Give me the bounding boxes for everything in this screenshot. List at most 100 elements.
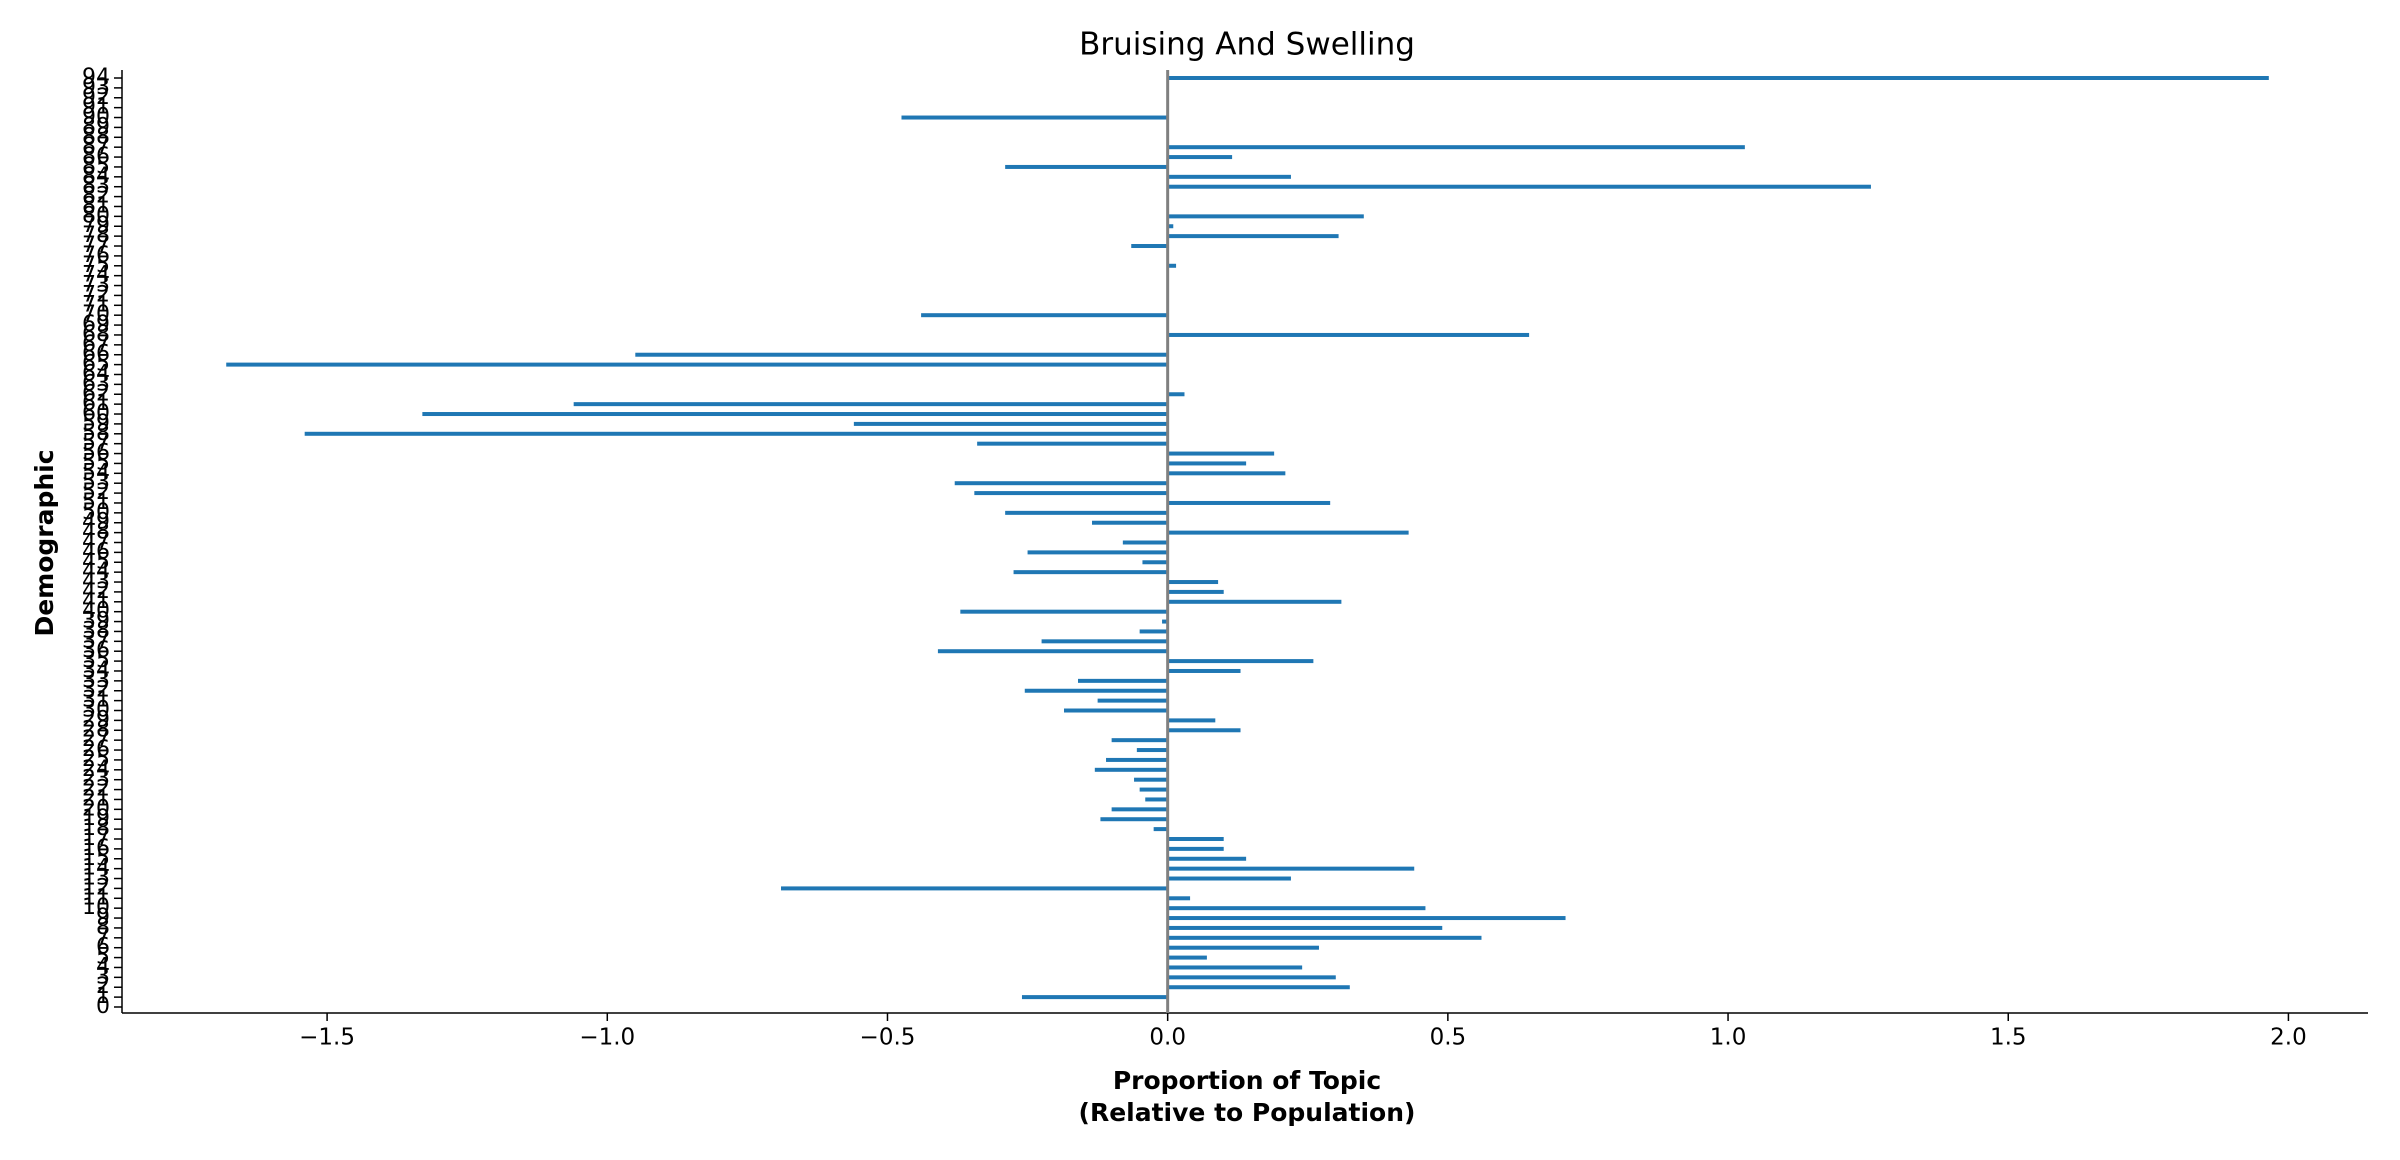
bar <box>1167 876 1291 881</box>
bar <box>781 886 1168 891</box>
y-tick-label: 73 <box>82 273 110 298</box>
y-tick-label: 5 <box>96 945 110 970</box>
bar <box>1167 659 1314 664</box>
y-tick-label: 19 <box>82 806 110 831</box>
bar <box>901 115 1168 120</box>
y-tick-label: 16 <box>82 836 110 861</box>
bar <box>1134 777 1168 782</box>
y-tick-label: 49 <box>82 510 110 535</box>
bar <box>1021 995 1168 1000</box>
y-tick-label: 30 <box>82 698 110 723</box>
y-tick-label: 68 <box>82 322 110 347</box>
y-tick-label: 56 <box>82 441 110 466</box>
bar <box>1167 145 1745 150</box>
bar <box>1027 550 1168 555</box>
bar <box>921 313 1168 318</box>
bar <box>960 609 1168 614</box>
y-tick-label: 51 <box>82 490 110 515</box>
bar <box>1167 846 1224 851</box>
y-tick-label: 60 <box>82 401 110 426</box>
y-tick-label: 88 <box>82 124 110 149</box>
bar <box>635 352 1168 357</box>
bar <box>954 481 1168 486</box>
y-tick-label: 57 <box>82 431 110 456</box>
bar <box>304 431 1168 436</box>
bar <box>1167 76 2269 80</box>
bar <box>1167 925 1443 930</box>
y-tick-label: 86 <box>82 144 110 169</box>
bar <box>1167 234 1339 239</box>
bar <box>1167 896 1191 901</box>
bar <box>1167 916 1566 921</box>
y-tick-label: 72 <box>82 282 110 307</box>
bar <box>1167 214 1364 219</box>
bar <box>1167 965 1303 970</box>
y-tick-label: 11 <box>82 885 110 910</box>
y-tick-label: 29 <box>82 707 110 732</box>
y-tick-label: 65 <box>82 352 110 377</box>
x-tick-label: −0.5 <box>860 1025 916 1051</box>
y-tick-label: 0 <box>96 994 110 1019</box>
y-tick-label: 32 <box>82 678 110 703</box>
y-tick-label: 87 <box>82 134 110 159</box>
y-tick-label: 36 <box>82 638 110 663</box>
y-tick-label: 15 <box>82 846 110 871</box>
y-tick-label: 25 <box>82 747 110 772</box>
y-tick-label: 75 <box>82 253 110 278</box>
bar <box>1167 728 1241 733</box>
bar <box>1167 945 1319 950</box>
y-tick-label: 91 <box>82 95 110 120</box>
y-tick-label: 93 <box>82 75 110 100</box>
y-tick-label: 21 <box>82 786 110 811</box>
y-tick-label: 53 <box>82 470 110 495</box>
y-tick-label: 10 <box>82 895 110 920</box>
y-tick-label: 24 <box>82 757 110 782</box>
bar <box>1005 510 1168 515</box>
x-tick-label: 0.5 <box>1430 1025 1467 1051</box>
y-tick-label: 28 <box>82 717 110 742</box>
y-tick-label: 26 <box>82 737 110 762</box>
bar <box>1145 797 1168 802</box>
y-tick-label: 74 <box>82 263 110 288</box>
bar <box>422 412 1168 417</box>
y-tick-label: 66 <box>82 342 110 367</box>
bar <box>1153 827 1168 832</box>
bar <box>1167 985 1350 990</box>
bar <box>1167 332 1530 337</box>
bar <box>1078 678 1168 683</box>
bar <box>1139 787 1168 792</box>
y-tick-label: 3 <box>96 964 110 989</box>
bar <box>1024 688 1168 693</box>
y-tick-label: 89 <box>82 114 110 139</box>
y-tick-label: 33 <box>82 668 110 693</box>
y-tick-label: 12 <box>82 875 110 900</box>
y-tick-label: 70 <box>82 302 110 327</box>
y-tick-label: 20 <box>82 796 110 821</box>
bar <box>1167 718 1216 723</box>
bar <box>1167 461 1247 466</box>
y-tick-label: 34 <box>82 658 110 683</box>
bar <box>1167 668 1241 673</box>
y-tick-label: 7 <box>96 925 110 950</box>
y-tick-label: 18 <box>82 816 110 841</box>
y-tick-label: 42 <box>82 579 110 604</box>
y-tick-label: 83 <box>82 174 110 199</box>
y-tick-label: 35 <box>82 648 110 673</box>
y-tick-label: 31 <box>82 688 110 713</box>
bar <box>1167 866 1415 871</box>
y-tick-label: 8 <box>96 915 110 940</box>
bar <box>1167 580 1219 585</box>
bar <box>1167 174 1291 179</box>
bar <box>1167 955 1207 960</box>
x-tick-label: 1.5 <box>1990 1025 2027 1051</box>
bar <box>1167 155 1233 160</box>
y-tick-label: 40 <box>82 599 110 624</box>
y-tick-label: 80 <box>82 203 110 228</box>
y-tick-label: 79 <box>82 213 110 238</box>
bar <box>1122 540 1168 545</box>
y-tick-label: 41 <box>82 589 110 614</box>
bar <box>977 441 1168 446</box>
bar <box>1111 807 1168 812</box>
y-tick-label: 43 <box>82 569 110 594</box>
y-tick-label: 58 <box>82 421 110 446</box>
